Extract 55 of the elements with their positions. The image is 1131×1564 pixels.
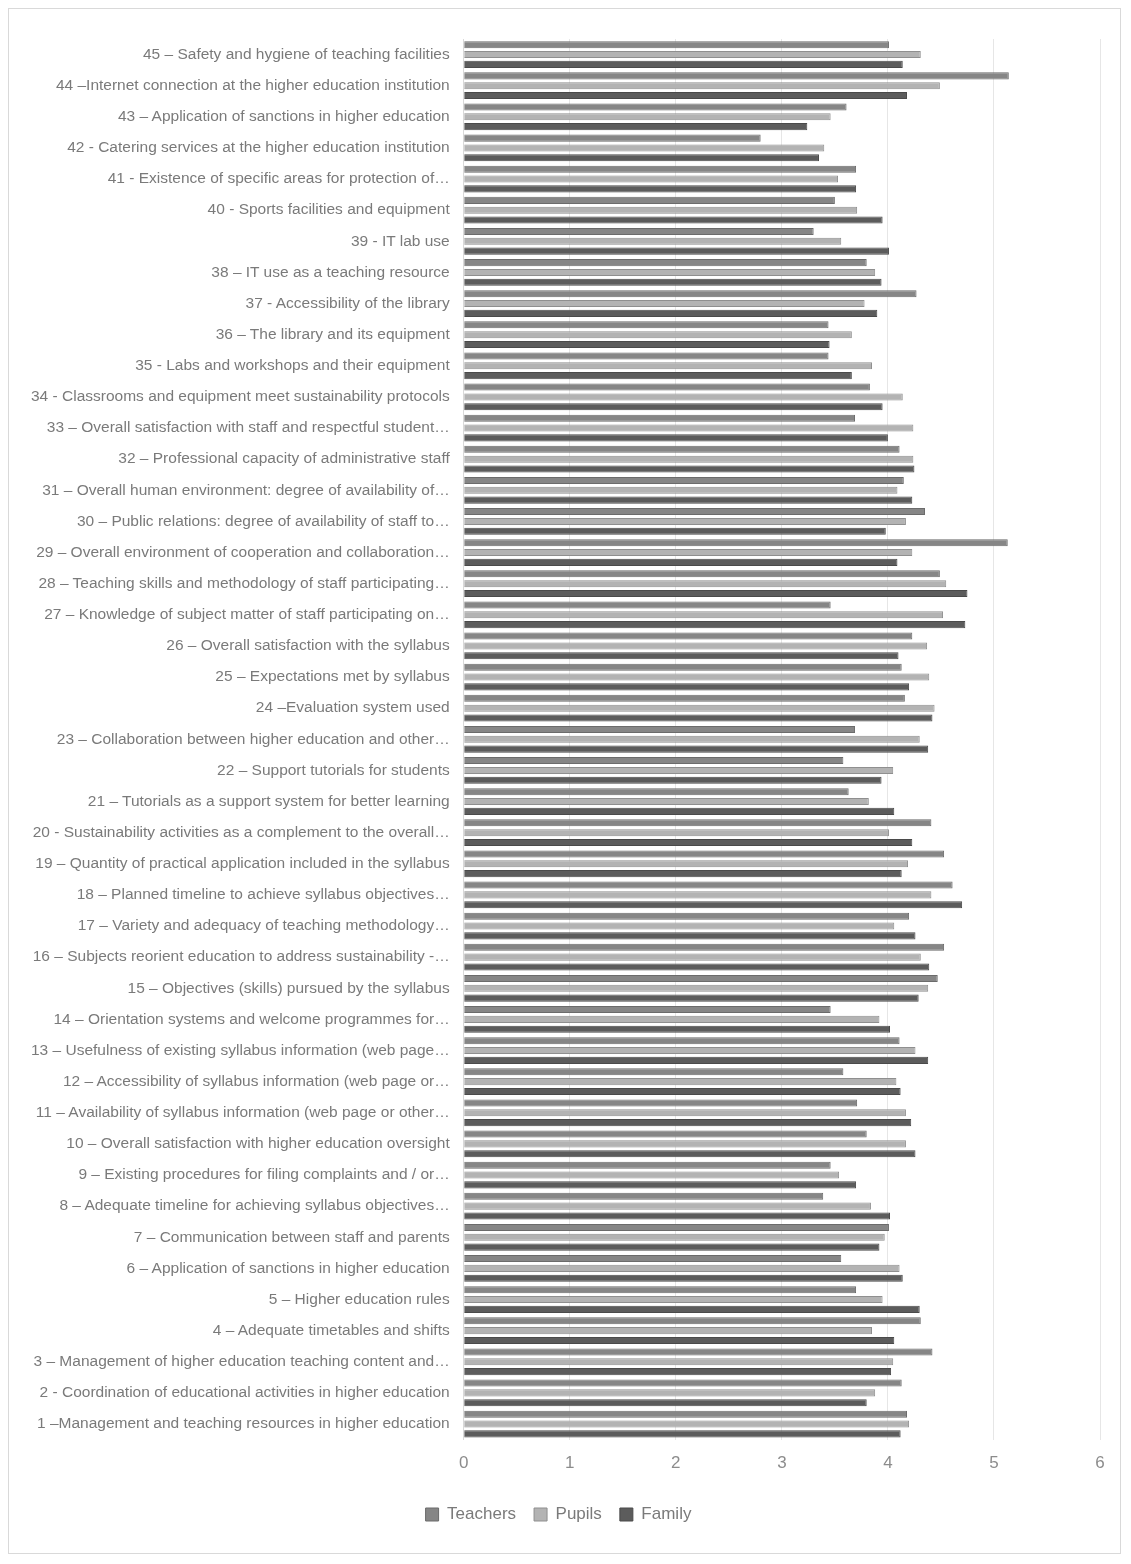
y-tick-label: 9 – Existing procedures for filing complaints and / or… [78, 1165, 450, 1183]
y-tick-label: 23 – Collaboration between higher education and other… [56, 729, 450, 747]
y-tick-label: 6 – Application of sanctions in higher education [126, 1258, 450, 1276]
y-tick-label: 36 – The library and its equipment [215, 324, 451, 342]
y-tick-label: 19 – Quantity of practical application included in the syllabus [35, 854, 450, 872]
y-tick-label: 41 - Existence of specific areas for protection of… [107, 169, 450, 187]
y-tick-label: 21 – Tutorials as a support system for better learning [87, 791, 450, 809]
y-tick-label: 40 - Sports facilities and equipment [207, 200, 451, 218]
y-tick-label: 45 – Safety and hygiene of teaching facilities [142, 44, 450, 62]
y-tick-label: 27 – Knowledge of subject matter of staff participating on… [44, 605, 450, 623]
y-tick-label: 4 – Adequate timetables and shifts [212, 1320, 450, 1338]
x-tick-label: 5 [989, 1453, 999, 1473]
y-tick-label: 2 - Coordination of educational activities in higher education [39, 1383, 450, 1401]
y-tick-label: 34 - Classrooms and equipment meet sustainability protocols [31, 387, 450, 405]
x-tick-label: 1 [565, 1453, 575, 1473]
x-tick-label: 0 [458, 1453, 469, 1473]
y-tick-label: 32 – Professional capacity of administrative staff [118, 449, 451, 467]
y-tick-label: 39 - IT lab use [350, 231, 450, 249]
y-tick-label: 1 –Management and teaching resources in higher education [36, 1414, 450, 1432]
x-tick-label: 3 [777, 1453, 787, 1473]
x-tick-label: 2 [671, 1453, 681, 1473]
y-tick-label: 26 – Overall satisfaction with the syllabus [166, 636, 450, 654]
y-tick-label: 17 – Variety and adequacy of teaching methodology… [77, 916, 450, 934]
y-tick-label: 5 – Higher education rules [268, 1289, 450, 1307]
y-tick-label: 37 - Accessibility of the library [245, 293, 450, 311]
legend-label: Pupils [555, 1504, 602, 1524]
y-tick-label: 31 – Overall human environment: degree of availability of… [42, 480, 450, 498]
y-tick-label: 30 – Public relations: degree of availability of staff to… [76, 511, 450, 529]
y-tick-label: 29 – Overall environment of cooperation and collaboration… [36, 542, 450, 560]
y-tick-label: 13 – Usefulness of existing syllabus information (web page… [30, 1040, 450, 1058]
x-tick-label: 4 [883, 1453, 893, 1473]
y-tick-label: 7 – Communication between staff and parents [133, 1227, 450, 1245]
x-tick-label: 6 [1095, 1453, 1105, 1473]
y-tick-label: 14 – Orientation systems and welcome programmes for… [53, 1009, 450, 1027]
y-tick-label: 42 - Catering services at the higher education institution [67, 138, 450, 156]
legend-label: Teachers [447, 1504, 517, 1524]
y-tick-label: 12 – Accessibility of syllabus information (web page or… [62, 1071, 450, 1089]
y-tick-label: 28 – Teaching skills and methodology of staff participating… [38, 573, 450, 591]
y-tick-label: 11 – Availability of syllabus information (web page or other… [35, 1103, 450, 1121]
legend-label: Family [641, 1504, 692, 1524]
y-tick-label: 38 – IT use as a teaching resource [211, 262, 450, 280]
y-tick-label: 22 – Support tutorials for students [217, 760, 450, 778]
y-tick-label: 18 – Planned timeline to achieve syllabus objectives… [76, 885, 450, 903]
y-tick-label: 24 –Evaluation system used [255, 698, 450, 716]
y-tick-label: 3 – Management of higher education teaching content and… [33, 1352, 450, 1370]
y-tick-label: 15 – Objectives (skills) pursued by the syllabus [127, 978, 450, 996]
y-tick-label: 44 –Internet connection at the higher education institution [55, 75, 450, 93]
y-tick-label: 35 - Labs and workshops and their equipment [135, 356, 451, 374]
y-tick-label: 43 – Application of sanctions in higher education [117, 107, 450, 125]
y-tick-label: 25 – Expectations met by syllabus [215, 667, 450, 685]
y-tick-label: 20 - Sustainability activities as a complement to the overall… [32, 822, 450, 840]
y-tick-label: 33 – Overall satisfaction with staff and respectful student… [46, 418, 450, 436]
y-tick-label: 10 – Overall satisfaction with higher education oversight [66, 1134, 451, 1152]
y-tick-label: 8 – Adequate timeline for achieving syllabus objectives… [59, 1196, 450, 1214]
y-tick-label: 16 – Subjects reorient education to address sustainability -… [32, 947, 450, 965]
